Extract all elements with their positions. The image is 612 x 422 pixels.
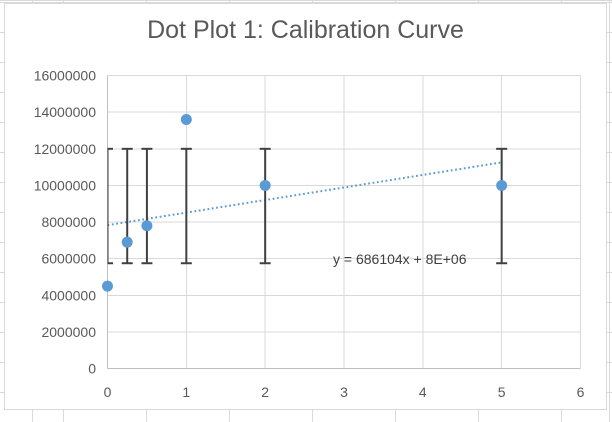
data-point[interactable] [496,179,508,191]
x-tick-label: 1 [182,384,190,400]
error-bars-group [102,147,508,265]
data-point[interactable] [102,280,113,292]
x-tick-label: 4 [419,384,427,400]
trendline[interactable] [107,161,502,227]
x-tick-label: 2 [261,384,269,400]
error-bar[interactable] [102,147,113,265]
x-tick-label: 3 [340,384,348,400]
y-tick-label: 12000000 [34,141,97,157]
x-tick-label: 6 [577,384,585,400]
data-point[interactable] [121,236,133,248]
x-tick-label: 0 [104,384,112,400]
data-point[interactable] [259,179,271,191]
spreadsheet-gridline-right [609,0,610,422]
error-bar[interactable] [259,147,271,265]
error-bar[interactable] [496,147,508,265]
y-tick-label: 6000000 [41,251,96,267]
trendline-equation-label[interactable]: y = 686104x + 8E+06 [333,251,467,267]
error-bar[interactable] [180,147,192,265]
y-tick-label: 10000000 [34,177,97,193]
data-point[interactable] [141,220,153,232]
y-tick-label: 14000000 [34,104,97,120]
y-tick-label: 0 [88,361,96,377]
y-tick-label: 16000000 [34,68,97,84]
y-tick-label: 2000000 [41,324,96,340]
error-bar[interactable] [141,147,153,265]
data-point[interactable] [180,114,192,126]
chart-title[interactable]: Dot Plot 1: Calibration Curve [147,16,464,44]
x-tick-label: 5 [498,384,506,400]
y-tick-label: 4000000 [41,287,96,303]
y-tick-label: 8000000 [41,214,96,230]
chart-panel[interactable]: Dot Plot 1: Calibration Curve [4,3,607,410]
